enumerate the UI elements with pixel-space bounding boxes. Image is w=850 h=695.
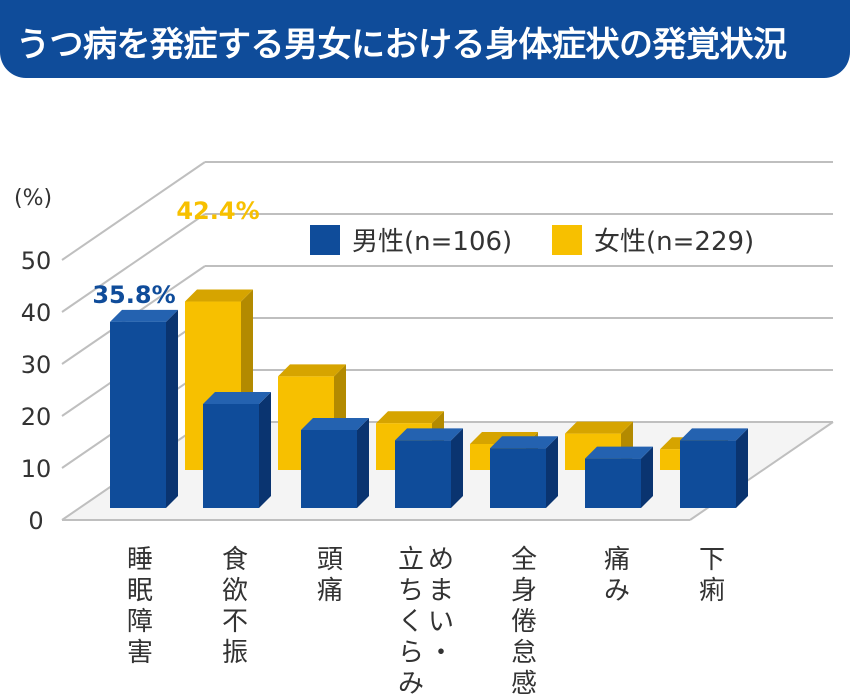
male-bar <box>490 448 546 508</box>
category-label-char: ら <box>398 638 424 668</box>
category-label-char: 睡 <box>127 545 153 575</box>
category-label-char: 欲 <box>222 576 248 606</box>
category-label-char: 怠 <box>511 638 537 668</box>
category-label-char: み <box>398 669 424 695</box>
data-label-female: 42.4% <box>176 197 259 225</box>
y-tick-label: 30 <box>21 351 52 379</box>
male-bar-side <box>451 428 463 508</box>
category-label-char: め <box>428 545 454 575</box>
legend-label-female: 女性(n=229) <box>594 227 754 257</box>
male-bar <box>680 440 736 508</box>
male-bar <box>301 430 357 508</box>
category-label-char: 痛 <box>604 545 630 575</box>
category-label-char: 痛 <box>317 576 343 606</box>
male-bar <box>585 458 641 508</box>
category-label-char: 食 <box>222 545 248 575</box>
y-tick-label: 20 <box>21 403 52 431</box>
category-label-char: 感 <box>511 669 537 695</box>
category-label-char: 害 <box>127 638 153 668</box>
male-bar-top <box>203 392 271 404</box>
category-label-char: 立 <box>398 545 424 575</box>
data-label-male: 35.8% <box>92 281 175 309</box>
female-bar-top <box>185 289 253 302</box>
title-bar: うつ病を発症する男女における身体症状の発覚状況 <box>0 0 850 78</box>
y-axis-label: (%) <box>14 186 52 211</box>
male-bar-side <box>259 392 271 508</box>
category-label-char: 身 <box>511 576 537 606</box>
male-bar-top <box>680 428 748 441</box>
y-tick-label: 0 <box>28 507 43 535</box>
category-label-char: 不 <box>222 607 248 637</box>
male-bar-side <box>546 436 558 508</box>
female-bar-top <box>278 364 346 377</box>
category-label-char: 下 <box>699 545 725 575</box>
category-label-char: 痢 <box>699 576 725 606</box>
male-bar <box>110 321 166 508</box>
male-bar-side <box>166 309 178 508</box>
male-bar-top <box>110 309 178 322</box>
gridline-diagonal <box>61 213 206 313</box>
male-bar-side <box>736 428 748 508</box>
male-bar <box>203 404 259 508</box>
y-tick-label: 50 <box>21 247 52 275</box>
category-label-char: 振 <box>222 638 248 668</box>
y-tick-label: 40 <box>21 299 52 327</box>
category-label-char: 眠 <box>127 576 153 606</box>
category-label-char: 頭 <box>317 545 343 575</box>
category-label-char: 障 <box>127 607 153 637</box>
chart-title: うつ病を発症する男女における身体症状の発覚状況 <box>16 25 787 65</box>
legend-label-male: 男性(n=106) <box>352 227 512 257</box>
category-label-char: ・ <box>428 638 454 668</box>
category-label-char: 全 <box>511 545 537 575</box>
female-bar-top <box>565 421 633 434</box>
male-bar <box>395 440 451 508</box>
category-label-char: ち <box>398 576 424 606</box>
legend-swatch-male <box>310 225 340 255</box>
male-bar-side <box>357 418 369 508</box>
male-bar-top <box>585 446 653 459</box>
category-label-char: ま <box>428 576 454 606</box>
male-bar-top <box>395 428 463 441</box>
male-bar-top <box>301 418 369 430</box>
male-bar-top <box>490 436 558 449</box>
category-label-char: み <box>604 576 630 606</box>
category-label-char: く <box>398 607 424 637</box>
category-label-char: い <box>428 607 454 637</box>
gridline-diagonal <box>61 161 206 261</box>
legend-swatch-female <box>552 225 582 255</box>
male-bar-side <box>641 446 653 508</box>
category-label-char: 倦 <box>511 607 537 637</box>
female-bar-top <box>376 411 444 424</box>
y-tick-label: 10 <box>21 455 52 483</box>
